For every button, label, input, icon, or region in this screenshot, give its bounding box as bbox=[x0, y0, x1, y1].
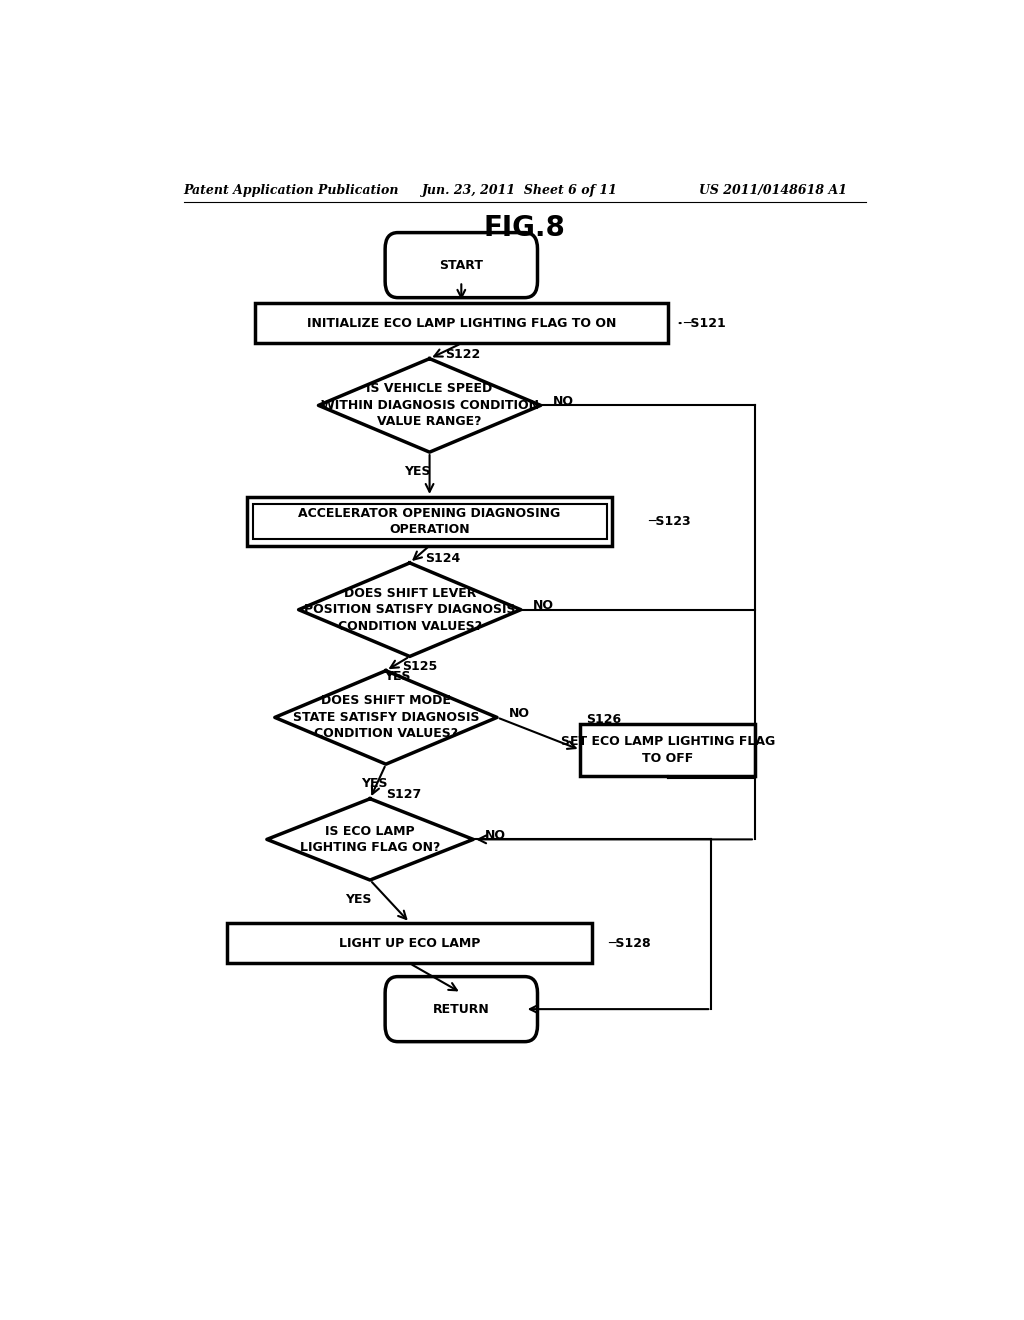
Text: S126: S126 bbox=[586, 713, 621, 726]
Text: NO: NO bbox=[553, 395, 573, 408]
Text: YES: YES bbox=[385, 669, 411, 682]
Text: US 2011/0148618 A1: US 2011/0148618 A1 bbox=[699, 185, 848, 198]
Text: LIGHT UP ECO LAMP: LIGHT UP ECO LAMP bbox=[339, 937, 480, 949]
Text: NO: NO bbox=[532, 599, 554, 612]
Text: YES: YES bbox=[345, 894, 372, 907]
FancyBboxPatch shape bbox=[253, 504, 606, 539]
Text: DOES SHIFT MODE
STATE SATISFY DIAGNOSIS
CONDITION VALUES?: DOES SHIFT MODE STATE SATISFY DIAGNOSIS … bbox=[293, 694, 479, 741]
Text: Jun. 23, 2011  Sheet 6 of 11: Jun. 23, 2011 Sheet 6 of 11 bbox=[422, 185, 617, 198]
FancyBboxPatch shape bbox=[247, 496, 612, 545]
Text: NO: NO bbox=[509, 706, 530, 719]
Text: IS ECO LAMP
LIGHTING FLAG ON?: IS ECO LAMP LIGHTING FLAG ON? bbox=[300, 825, 440, 854]
Text: START: START bbox=[439, 259, 483, 272]
Text: YES: YES bbox=[404, 466, 431, 478]
Text: ─S128: ─S128 bbox=[608, 937, 651, 949]
Text: INITIALIZE ECO LAMP LIGHTING FLAG TO ON: INITIALIZE ECO LAMP LIGHTING FLAG TO ON bbox=[306, 317, 616, 330]
Text: S125: S125 bbox=[401, 660, 437, 673]
FancyBboxPatch shape bbox=[227, 923, 592, 964]
Text: DOES SHIFT LEVER
POSITION SATISFY DIAGNOSIS
CONDITION VALUES?: DOES SHIFT LEVER POSITION SATISFY DIAGNO… bbox=[304, 586, 515, 632]
FancyBboxPatch shape bbox=[255, 302, 668, 343]
Text: NO: NO bbox=[485, 829, 506, 842]
Text: ACCELERATOR OPENING DIAGNOSING
OPERATION: ACCELERATOR OPENING DIAGNOSING OPERATION bbox=[298, 507, 561, 536]
Text: YES: YES bbox=[360, 777, 387, 791]
Text: IS VEHICLE SPEED
WITHIN DIAGNOSIS CONDITION
VALUE RANGE?: IS VEHICLE SPEED WITHIN DIAGNOSIS CONDIT… bbox=[321, 383, 539, 429]
FancyBboxPatch shape bbox=[385, 232, 538, 297]
Text: FIG.8: FIG.8 bbox=[484, 214, 565, 242]
FancyBboxPatch shape bbox=[581, 723, 755, 776]
Text: SET ECO LAMP LIGHTING FLAG
TO OFF: SET ECO LAMP LIGHTING FLAG TO OFF bbox=[560, 735, 775, 764]
Text: ─S123: ─S123 bbox=[648, 515, 690, 528]
Text: S127: S127 bbox=[386, 788, 421, 801]
Text: RETURN: RETURN bbox=[433, 1003, 489, 1015]
Text: Patent Application Publication: Patent Application Publication bbox=[183, 185, 399, 198]
Text: S122: S122 bbox=[445, 348, 480, 362]
Text: ─S121: ─S121 bbox=[684, 317, 726, 330]
FancyBboxPatch shape bbox=[385, 977, 538, 1041]
Text: S124: S124 bbox=[426, 552, 461, 565]
